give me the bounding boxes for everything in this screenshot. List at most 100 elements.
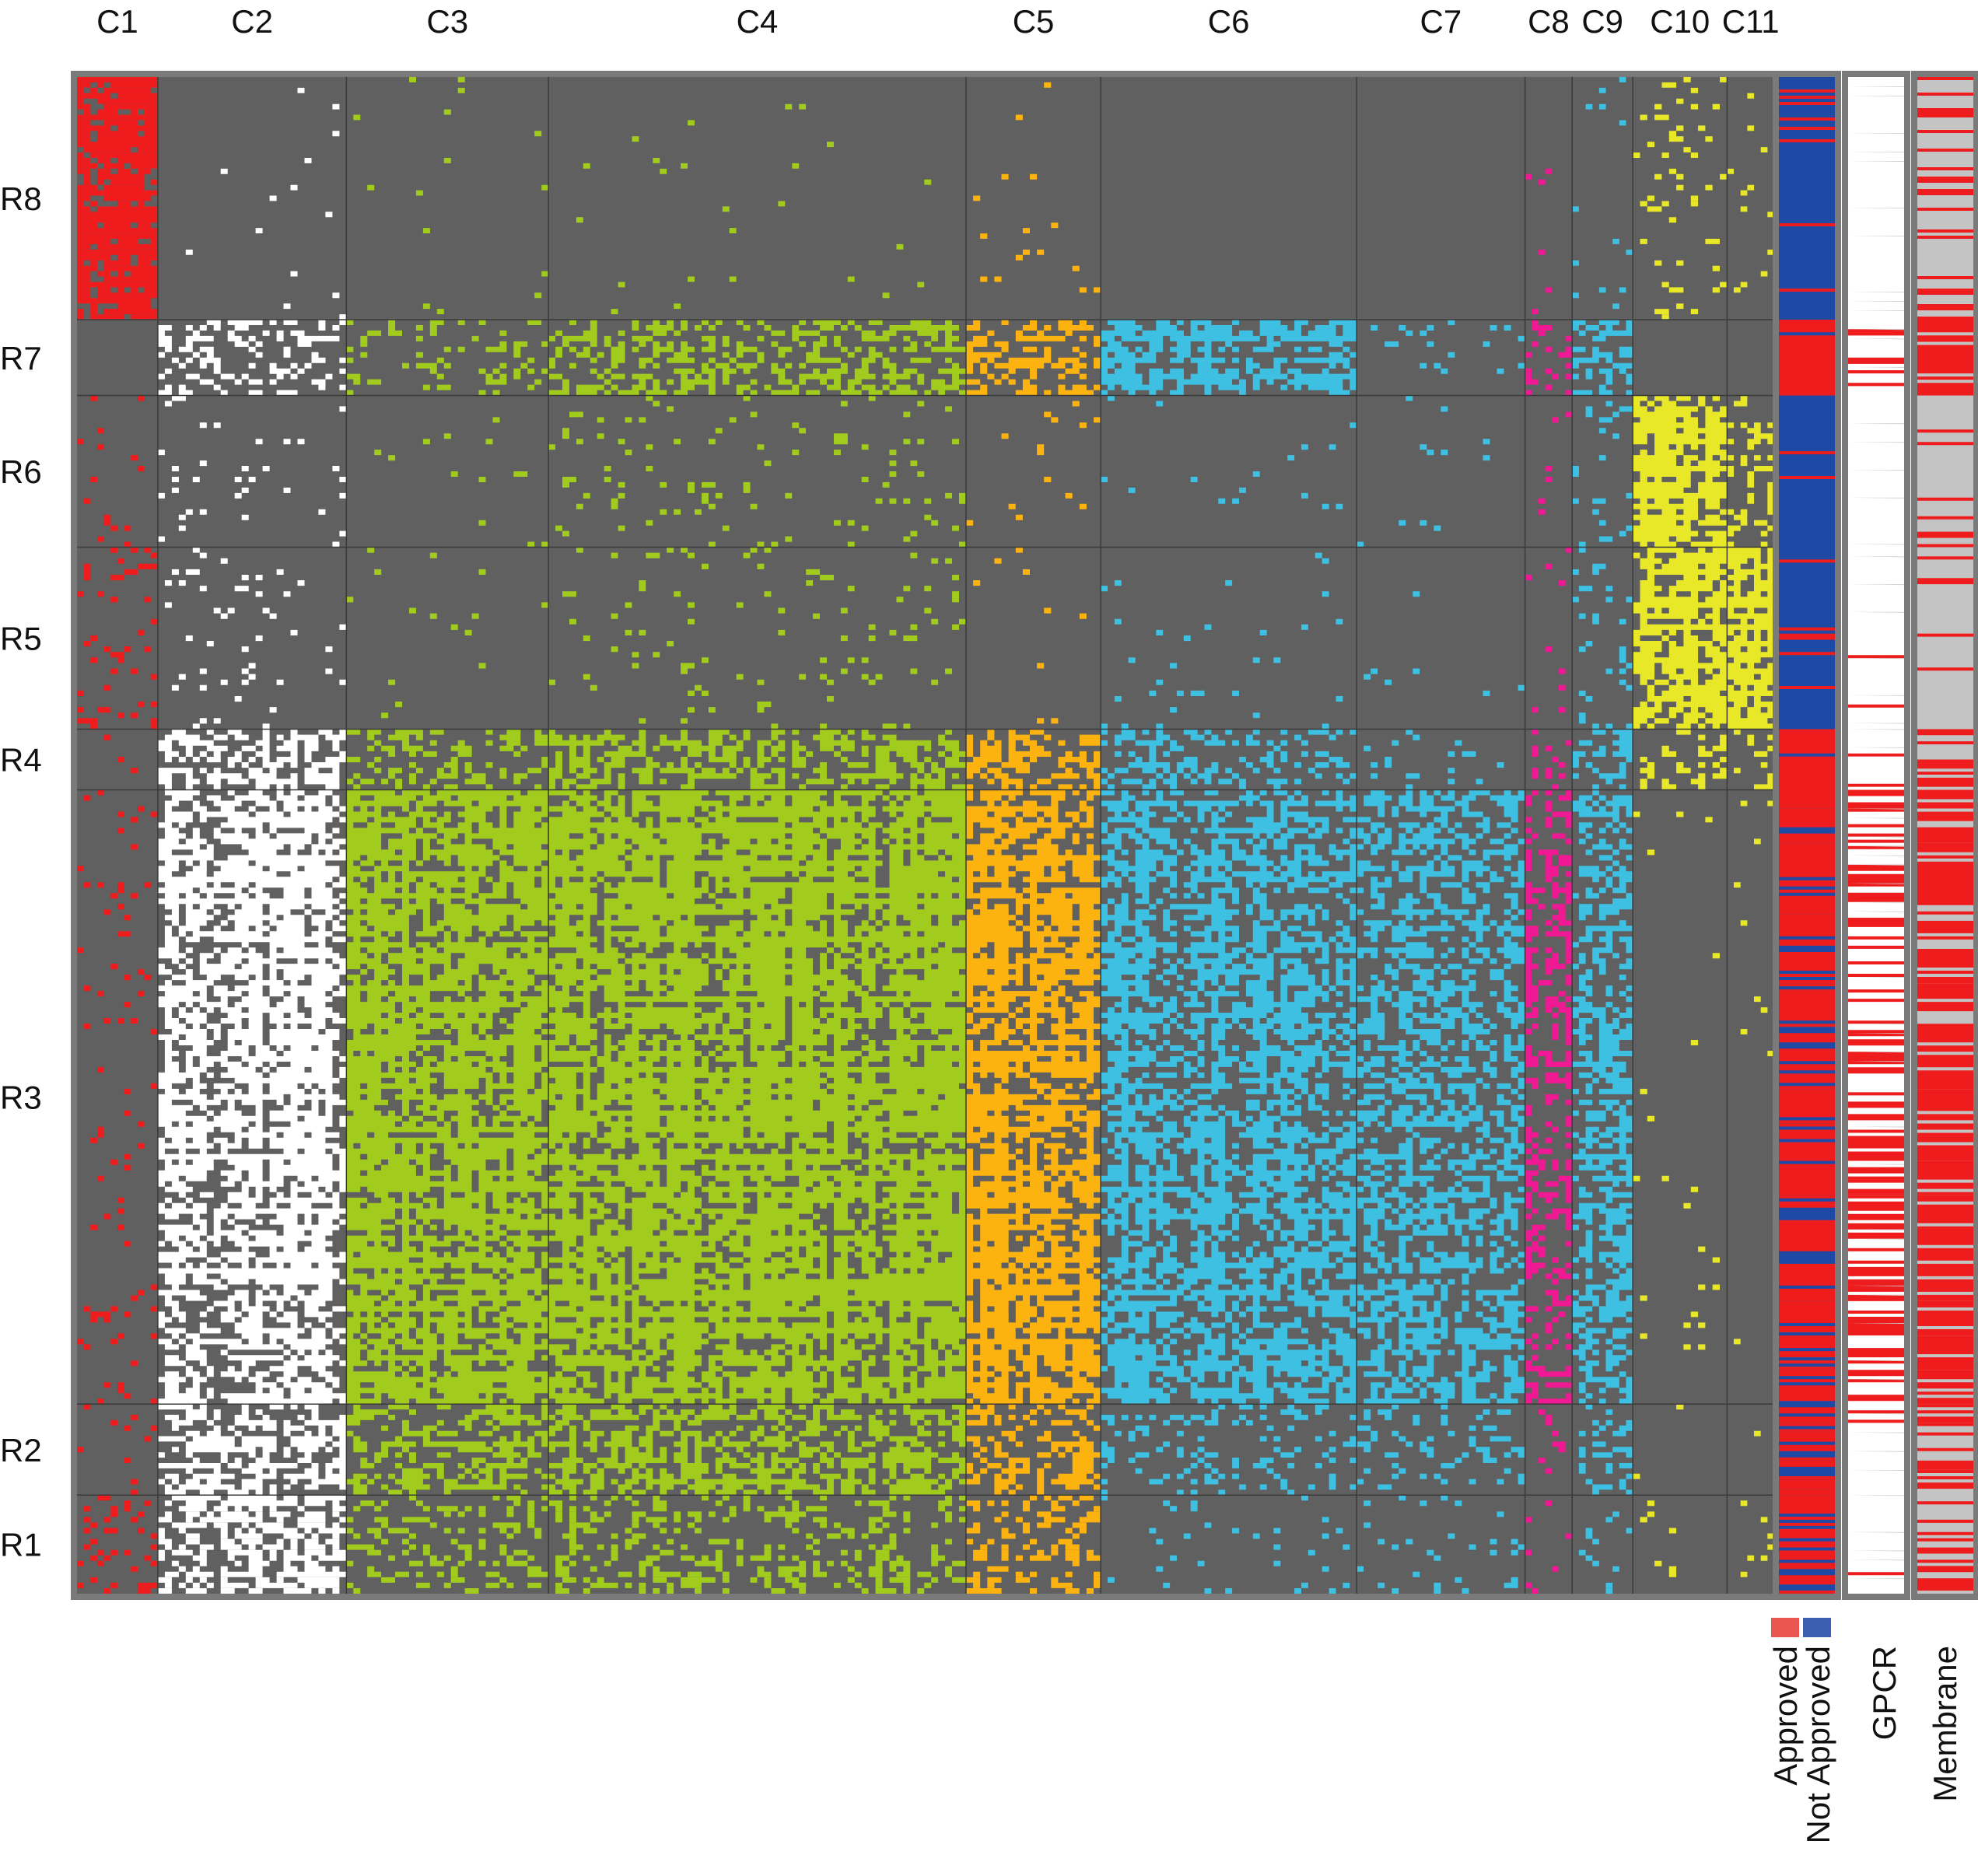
heatmap-cells — [1727, 395, 1774, 548]
heatmap-cells — [157, 789, 347, 1405]
block-r7-c5 — [966, 320, 1101, 396]
block-r5-c8 — [1525, 547, 1573, 713]
row-label-r8: R8 — [0, 180, 42, 217]
column-cluster-labels: C1 C2 C3 C4 C5 C6 C7 C8 C9 C10 C11 — [96, 3, 1780, 40]
heatmap-cells — [966, 401, 1101, 526]
block-r4-c4 — [548, 729, 966, 790]
heatmap-cells — [1357, 789, 1525, 1405]
block-r4-c5 — [966, 729, 1101, 790]
heatmap-cells — [1754, 1430, 1761, 1437]
block-r4-c9 — [1572, 729, 1633, 790]
block-r6-c9 — [1572, 401, 1633, 548]
column-label-c9: C9 — [1581, 3, 1623, 40]
block-r1-c4 — [548, 1495, 966, 1594]
heatmap-cells — [346, 789, 549, 1405]
heatmap-cells — [548, 320, 966, 396]
block-r1-c1 — [77, 1495, 158, 1594]
block-r5-c6 — [1101, 552, 1343, 730]
track-stripes-r2 — [1917, 1404, 1973, 1489]
block-r1-c5 — [966, 1495, 1101, 1594]
heatmap-cells — [1525, 1500, 1573, 1594]
block-r5-c10 — [1633, 547, 1728, 730]
block-r4-c1 — [103, 734, 138, 774]
heatmap-cells — [1538, 1409, 1566, 1474]
heatmap-cells — [1101, 320, 1357, 396]
heatmap-cells — [346, 729, 549, 790]
heatmap-cells — [1525, 789, 1573, 1405]
heatmap-cells — [77, 1404, 158, 1496]
block-r2-c4 — [548, 1404, 966, 1496]
track-stripes-r7 — [1917, 320, 1973, 396]
column-label-c2: C2 — [231, 3, 273, 40]
heatmap-cells — [1572, 320, 1633, 396]
heatmap-cells — [966, 789, 1101, 1405]
block-r7-c3 — [346, 320, 549, 396]
legend-label-not-approved: Not Approved — [1800, 1646, 1836, 1844]
block-r1-c3 — [346, 1495, 549, 1594]
track-stripes-r3 — [1779, 789, 1835, 1402]
block-r1-c11 — [1740, 1500, 1774, 1577]
heatmap-cells — [77, 395, 145, 548]
track-stripes-r6 — [1779, 451, 1835, 479]
block-r3-c4 — [548, 789, 966, 1405]
heatmap-cells — [346, 320, 549, 396]
heatmap-cells — [1357, 1404, 1525, 1490]
block-r1-c7 — [1357, 1495, 1525, 1594]
block-r4-c3 — [346, 729, 549, 790]
heatmap-cells — [346, 1404, 549, 1496]
heatmap-cells — [1633, 547, 1728, 730]
column-label-c11: C11 — [1722, 3, 1780, 40]
heatmap-cells — [966, 1495, 1101, 1594]
heatmap-cells — [77, 547, 158, 730]
heatmap-cells — [157, 729, 347, 790]
block-r7-c6 — [1101, 320, 1357, 396]
heatmap-cells — [346, 1495, 549, 1594]
cluster-grid — [77, 77, 1774, 1594]
block-r2-c1 — [77, 1404, 158, 1496]
heatmap-cells — [548, 1495, 966, 1594]
track-stripes-r1 — [1917, 1501, 1973, 1591]
track-stripes-r3 — [1917, 789, 1973, 1405]
heatmap-cells — [966, 729, 1101, 790]
block-r2-c5 — [966, 1404, 1101, 1496]
heatmap-cells — [103, 734, 138, 774]
track-membrane — [1911, 71, 1978, 1600]
block-r2-c3 — [346, 1404, 549, 1496]
column-label-c8: C8 — [1528, 3, 1570, 40]
block-r3-c5 — [966, 789, 1101, 1405]
heatmap-cells — [1578, 1511, 1633, 1594]
track-hairlines — [1848, 329, 1904, 368]
track-stripes-r6 — [1917, 429, 1973, 548]
legend-swatch-not-approved — [1803, 1618, 1831, 1637]
block-r8-c5 — [973, 82, 1101, 293]
block-r1-c8 — [1525, 1500, 1573, 1594]
block-r7-c8 — [1525, 320, 1573, 396]
column-label-c10: C10 — [1650, 3, 1710, 40]
block-r2-c7 — [1357, 1404, 1525, 1490]
heatmap-cells — [1578, 1404, 1633, 1496]
heatmap-cells — [157, 1495, 347, 1594]
heatmap-cells — [1727, 547, 1774, 730]
track-stripes-r7 — [1779, 320, 1835, 396]
heatmap-cells — [1633, 77, 1728, 320]
heatmap-cells — [1633, 395, 1728, 548]
track-stripes-r8 — [1779, 89, 1835, 292]
block-r2-c9 — [1578, 1404, 1633, 1496]
row-label-r7: R7 — [0, 340, 42, 376]
heatmap-cells — [966, 1404, 1101, 1496]
row-label-r1: R1 — [0, 1527, 42, 1563]
block-r4-c7 — [1364, 729, 1504, 790]
heatmap-cells — [1572, 789, 1633, 1405]
block-r1-c10 — [1640, 1500, 1677, 1577]
heatmap-cells — [966, 320, 1101, 396]
heatmap-cells — [1525, 547, 1573, 713]
track-stripes-r1 — [1779, 1495, 1835, 1594]
block-r7-c4 — [548, 320, 966, 396]
heatmap-cells — [1364, 729, 1504, 790]
legend-swatch-approved — [1771, 1618, 1799, 1637]
legend-label-gpcr: GPCR — [1866, 1646, 1903, 1740]
heatmap-cells — [1525, 320, 1573, 396]
heatmap-cells — [1357, 1495, 1525, 1594]
block-r5-c2 — [164, 547, 347, 730]
